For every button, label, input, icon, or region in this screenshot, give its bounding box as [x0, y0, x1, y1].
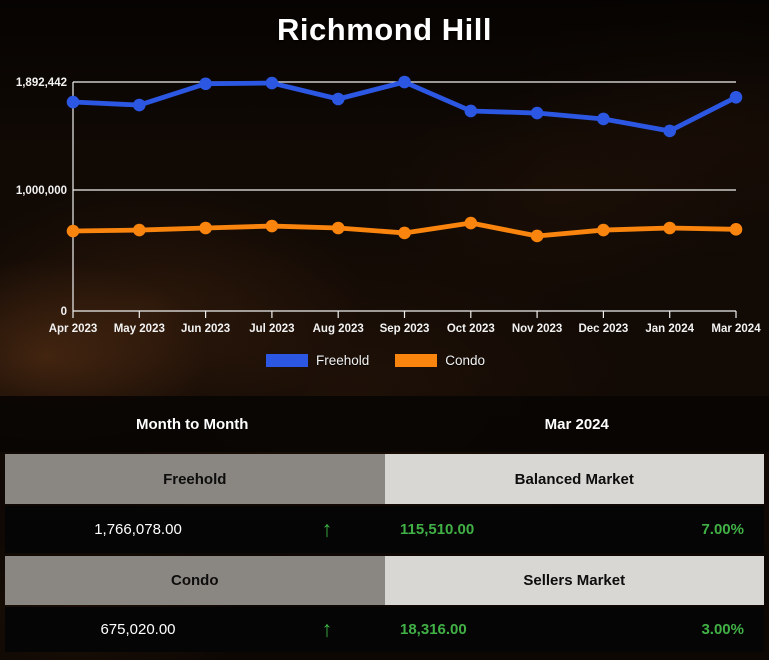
condo-data-point: [729, 223, 743, 236]
condo-change-group: 18,316.00 3.00%: [383, 621, 764, 638]
condo-price: 675,020.00: [100, 621, 176, 638]
condo-change-percent: 3.00%: [701, 621, 744, 638]
condo-legend-swatch-icon: [395, 353, 438, 367]
month-to-month-header: Month to Month: [136, 415, 249, 433]
freehold-type-row: Freehold Balanced Market: [5, 454, 764, 504]
market-summary-table: Month to Month Mar 2024 Freehold Balance…: [0, 396, 769, 652]
condo-data-point: [663, 221, 676, 235]
page-title: Richmond Hill: [277, 12, 492, 47]
x-axis-tick-label: Apr 2023: [49, 323, 98, 335]
condo-data-point: [265, 219, 279, 233]
x-axis-tick-label: Jun 2023: [181, 323, 230, 335]
freehold-data-point: [729, 91, 743, 104]
x-axis-tick-label: Sep 2023: [380, 323, 430, 335]
freehold-market-status-cell: Balanced Market: [384, 454, 764, 504]
condo-change-amount: 18,316.00: [400, 621, 467, 638]
x-axis-tick-label: Jul 2023: [249, 323, 294, 335]
current-month-header: Mar 2024: [544, 415, 609, 433]
condo-data-point: [530, 229, 544, 243]
condo-data-point: [464, 216, 478, 230]
freehold-legend-label: Freehold: [315, 352, 370, 368]
freehold-data-point: [663, 124, 676, 138]
y-axis-tick-label: 0: [61, 306, 67, 318]
freehold-data-point: [398, 75, 411, 89]
condo-legend-label: Condo: [445, 352, 486, 368]
condo-data-point: [66, 224, 80, 238]
condo-data-point: [398, 226, 411, 240]
freehold-change-amount: 115,510.00: [400, 521, 475, 538]
condo-data-point: [331, 221, 345, 235]
x-axis-tick-label: Nov 2023: [512, 323, 563, 335]
x-axis-tick-label: Oct 2023: [447, 323, 495, 335]
freehold-change-percent: 7.00%: [701, 521, 744, 538]
freehold-legend-swatch-icon: [265, 353, 308, 367]
condo-values-row: 675,020.00 ↑ 18,316.00 3.00%: [5, 607, 764, 652]
trend-up-arrow-icon: ↑: [321, 517, 333, 542]
y-axis-tick-label: 1,892,442: [16, 77, 67, 89]
y-axis-tick-label: 1,000,000: [16, 185, 67, 197]
freehold-change-group: 115,510.00 7.00%: [383, 521, 764, 538]
freehold-data-point: [265, 76, 279, 90]
freehold-data-point: [530, 106, 544, 120]
condo-data-point: [597, 223, 610, 237]
condo-data-point: [199, 221, 212, 235]
x-axis-tick-label: Mar 2024: [711, 323, 761, 335]
freehold-data-point: [464, 104, 478, 118]
freehold-data-point: [331, 92, 345, 106]
condo-market-status-cell: Sellers Market: [384, 556, 764, 605]
freehold-values-row: 1,766,078.00 ↑ 115,510.00 7.00%: [5, 506, 764, 553]
freehold-data-point: [199, 77, 212, 91]
freehold-line: [70, 79, 739, 134]
freehold-type-cell: Freehold: [5, 454, 385, 504]
x-axis-tick-label: Dec 2023: [578, 323, 628, 335]
freehold-data-point: [133, 98, 146, 112]
x-axis-tick-label: Aug 2023: [313, 323, 364, 335]
table-header-row: Month to Month Mar 2024: [0, 396, 769, 452]
freehold-data-point: [597, 112, 610, 126]
freehold-price: 1,766,078.00: [94, 521, 182, 538]
price-trend-line-chart: 1,892,442 1,000,000 0 Apr 2023 May 2023 Jun 2…: [16, 75, 761, 335]
freehold-data-point: [66, 95, 80, 109]
chart-legend: Freehold Condo: [0, 345, 769, 375]
condo-data-point: [133, 223, 146, 237]
condo-type-cell: Condo: [5, 556, 385, 605]
condo-type-row: Condo Sellers Market: [5, 556, 764, 605]
trend-up-arrow-icon: ↑: [321, 617, 333, 642]
x-axis-tick-label: Jan 2024: [645, 323, 694, 335]
x-axis-tick-label: May 2023: [114, 323, 165, 335]
